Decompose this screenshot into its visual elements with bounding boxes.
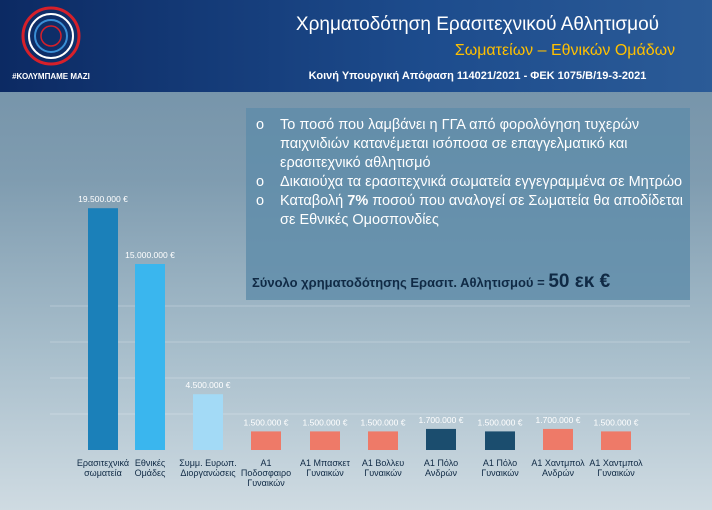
bar [485,431,515,450]
bar [368,431,398,450]
value-label: 1.500.000 € [594,417,639,427]
x-tick-label: Α1 Βολλευ Γυναικών [361,458,405,478]
x-tick-label: Α1 Πόλο Γυναικών [481,458,519,478]
title: Χρηματοδότηση Ερασιτεχνικού Αθλητισμού [295,14,660,35]
bar [251,431,281,450]
bullet-text: Καταβολή [280,193,348,209]
value-label: 1.500.000 € [303,417,348,427]
total-value: 50 εκ € [548,271,611,292]
bar [135,264,165,450]
value-label: 4.500.000 € [186,380,231,390]
bullet-text: ποσού που αναλογεί σε Σωματεία θα αποδίδ… [280,193,683,228]
bar [310,431,340,450]
bar [543,428,573,450]
x-tick-label: Εθνικές Ομάδες [134,458,166,478]
bar [88,208,118,450]
bullet-list: Το ποσό που λαμβάνει η ΓΓΑ από φορολόγησ… [256,116,686,230]
bullet: Δικαιούχα τα ερασιτεχνικά σωματεία εγγεγ… [256,173,686,192]
value-label: 1.500.000 € [478,417,523,427]
value-label: 1.500.000 € [361,417,406,427]
x-tick-label: Α1 Χαντμπολ Γυναικών [589,458,643,478]
subtitle: Σωματείων – Εθνικών Ομάδων [454,42,676,59]
logo-text: #ΚΟΛΥΜΠΑΜΕ ΜΑΖΙ [12,72,90,81]
x-tick-label: Α1 Χαντμπολ Ανδρών [531,458,585,478]
bullet-text: 7% [347,193,369,209]
x-tick-label: Α1 Ποδοσφαιρο Γυναικών [240,458,292,488]
value-label: 1.700.000 € [419,415,464,425]
bar [601,431,631,450]
bullet: Το ποσό που λαμβάνει η ΓΓΑ από φορολόγησ… [256,116,686,173]
logo [21,6,81,66]
x-tick-label: Α1 Πόλο Ανδρών [423,458,459,478]
bullet-text: Δικαιούχα τα ερασιτεχνικά σωματεία εγγεγ… [280,174,683,190]
x-tick-label: Α1 Μπασκετ Γυναικών [300,458,350,478]
value-label: 15.000.000 € [125,250,175,260]
reference: Κοινή Υπουργική Απόφαση 114021/2021 - ΦΕ… [308,70,647,82]
total-line: Σύνολο χρηματοδότησης Ερασιτ. Αθλητισμού… [252,271,692,293]
x-tick-label: Συμμ. Ευρωπ. Διοργανώσεις [179,458,237,478]
value-label: 1.500.000 € [244,417,289,427]
value-label: 19.500.000 € [78,194,128,204]
bullet-text: Το ποσό που λαμβάνει η ΓΓΑ από φορολόγησ… [280,117,640,171]
header-band [0,0,712,92]
bullet: Καταβολή 7% ποσού που αναλογεί σε Σωματε… [256,192,686,230]
total-label: Σύνολο χρηματοδότησης Ερασιτ. Αθλητισμού… [252,275,545,290]
value-label: 1.700.000 € [536,415,581,425]
bar [426,428,456,450]
bar [193,394,223,450]
x-tick-label: Ερασιτεχνικά σωματεία [76,458,130,478]
